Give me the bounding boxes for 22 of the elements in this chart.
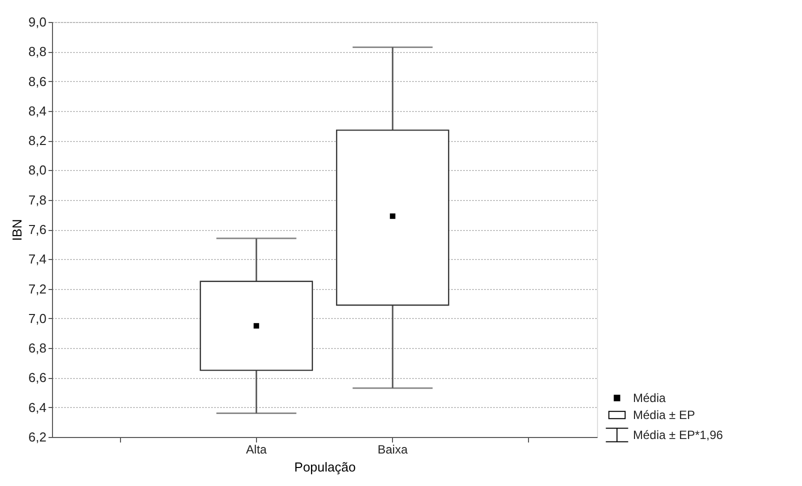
y-tick-label: 6,8 [28, 340, 46, 356]
x-axis-title: População [294, 460, 356, 474]
legend-label: Média [633, 391, 666, 405]
y-tick-label: 6,4 [28, 400, 46, 415]
y-tick-label: 7,6 [28, 222, 46, 237]
text: Média ± EP*1,96 [633, 428, 724, 442]
y-tick-label: 8,0 [28, 162, 46, 178]
y-axis-title: IBN [9, 219, 24, 241]
y-tick-label: 8,8 [28, 44, 46, 60]
x-tick-label: Alta [246, 442, 268, 456]
y-tick-label: 7,4 [28, 252, 46, 267]
y-tick-label: 7,0 [28, 310, 46, 326]
y-tick-label: 8,4 [28, 103, 46, 118]
y-tick-label: 8,2 [28, 133, 46, 148]
y-tick-label: 6,6 [28, 370, 46, 386]
y-tick-label: 6,2 [28, 430, 46, 444]
y-tick-label: 8,6 [28, 74, 46, 89]
y-tick-label: 7,2 [28, 281, 46, 296]
y-tick-label: 7,8 [28, 192, 46, 208]
text: Média ± EP [633, 408, 695, 422]
x-tick-label: Baixa [378, 442, 408, 456]
y-tick-label: 9,0 [28, 14, 46, 30]
